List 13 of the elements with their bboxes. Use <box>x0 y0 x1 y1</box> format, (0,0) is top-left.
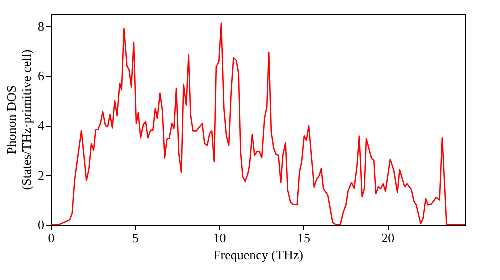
y-tick-label: 2 <box>38 168 44 183</box>
y-axis-title: Phonon DOS (States/THz·primitive cell) <box>4 50 34 190</box>
y-tick-label: 4 <box>38 118 45 134</box>
line-series <box>51 22 465 225</box>
x-tick-label: 15 <box>297 230 310 246</box>
y-tick-label: 8 <box>38 18 44 34</box>
x-tick-label: 20 <box>382 230 395 246</box>
x-tick-label: 0 <box>48 230 55 246</box>
x-tick-label: 10 <box>213 230 226 246</box>
y-tick-label: 0 <box>38 218 44 232</box>
y-tick-label: 6 <box>38 68 45 84</box>
x-axis-title: Frequency (THz) <box>214 248 304 262</box>
x-tick-label: 5 <box>132 230 139 246</box>
